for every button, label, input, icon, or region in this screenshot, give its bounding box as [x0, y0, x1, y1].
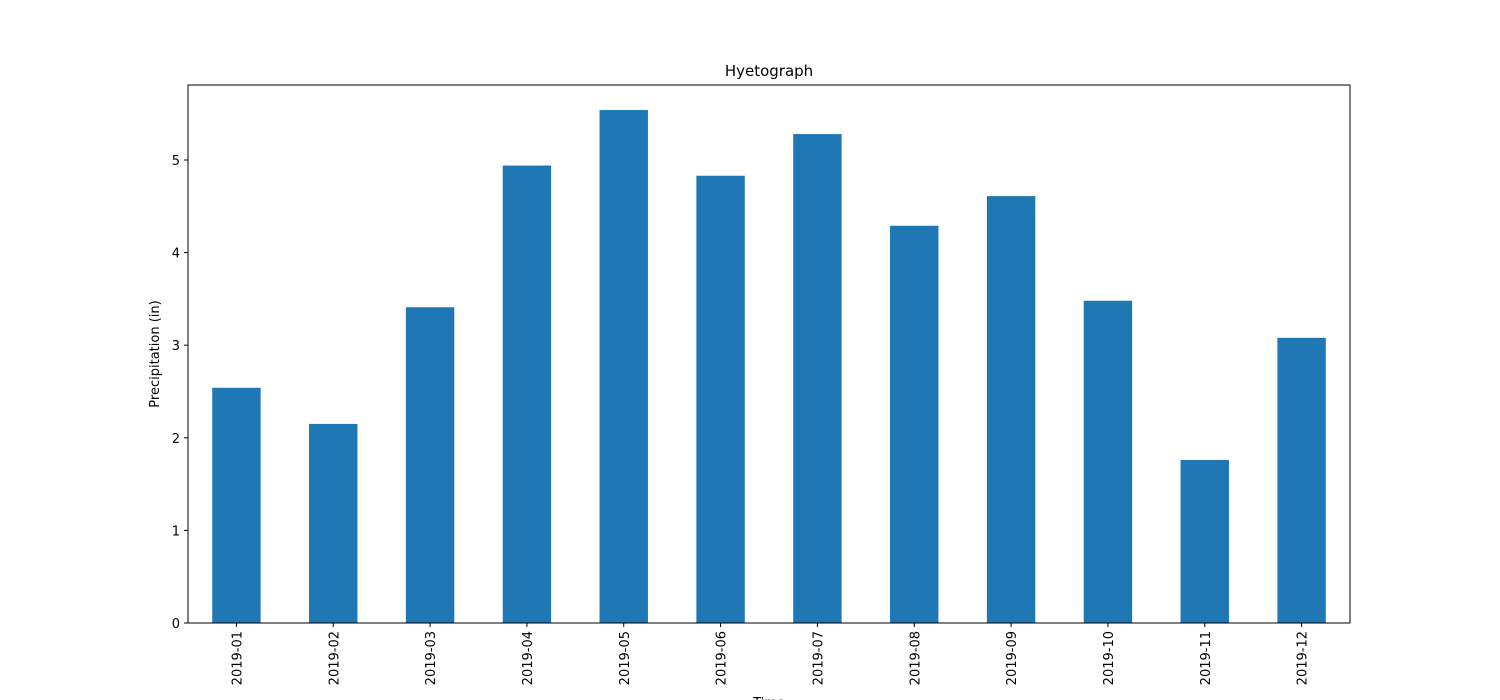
- y-tick-label: 3: [172, 339, 180, 354]
- x-tick-label: 2019-06: [715, 631, 730, 685]
- y-tick-label: 0: [172, 617, 180, 632]
- x-tick-label: 2019-10: [1102, 631, 1117, 685]
- x-tick-label: 2019-09: [1005, 631, 1020, 685]
- y-tick-label: 4: [172, 247, 180, 262]
- bar: [309, 423, 358, 623]
- x-tick-label: 2019-11: [1199, 631, 1214, 685]
- bar: [793, 134, 842, 623]
- x-tick-label: 2019-07: [811, 631, 826, 685]
- x-tick-label: 2019-01: [230, 631, 245, 685]
- bar: [1083, 300, 1133, 623]
- bar: [405, 307, 455, 623]
- bar: [890, 225, 939, 623]
- bar: [212, 387, 261, 623]
- bar: [1277, 337, 1326, 623]
- x-tick-label: 2019-05: [618, 631, 633, 685]
- x-tick-label: 2019-04: [521, 631, 536, 685]
- y-tick-label: 1: [172, 524, 180, 539]
- plot-frame: [187, 84, 1351, 624]
- x-tick-label: 2019-08: [908, 631, 923, 685]
- x-tick-label: 2019-12: [1296, 631, 1311, 685]
- x-axis-label: Time: [752, 696, 785, 700]
- chart-title: Hyetograph: [725, 62, 813, 80]
- bar: [1180, 460, 1229, 623]
- x-tick-label: 2019-02: [327, 631, 342, 685]
- x-tick-label: 2019-03: [424, 631, 439, 685]
- bar: [986, 196, 1036, 623]
- bar: [599, 110, 648, 624]
- y-tick-label: 2: [172, 432, 180, 447]
- bar: [502, 165, 552, 623]
- y-tick-label: 5: [172, 154, 180, 169]
- bar: [696, 175, 745, 623]
- y-axis-label: Precipitation (in): [148, 300, 163, 407]
